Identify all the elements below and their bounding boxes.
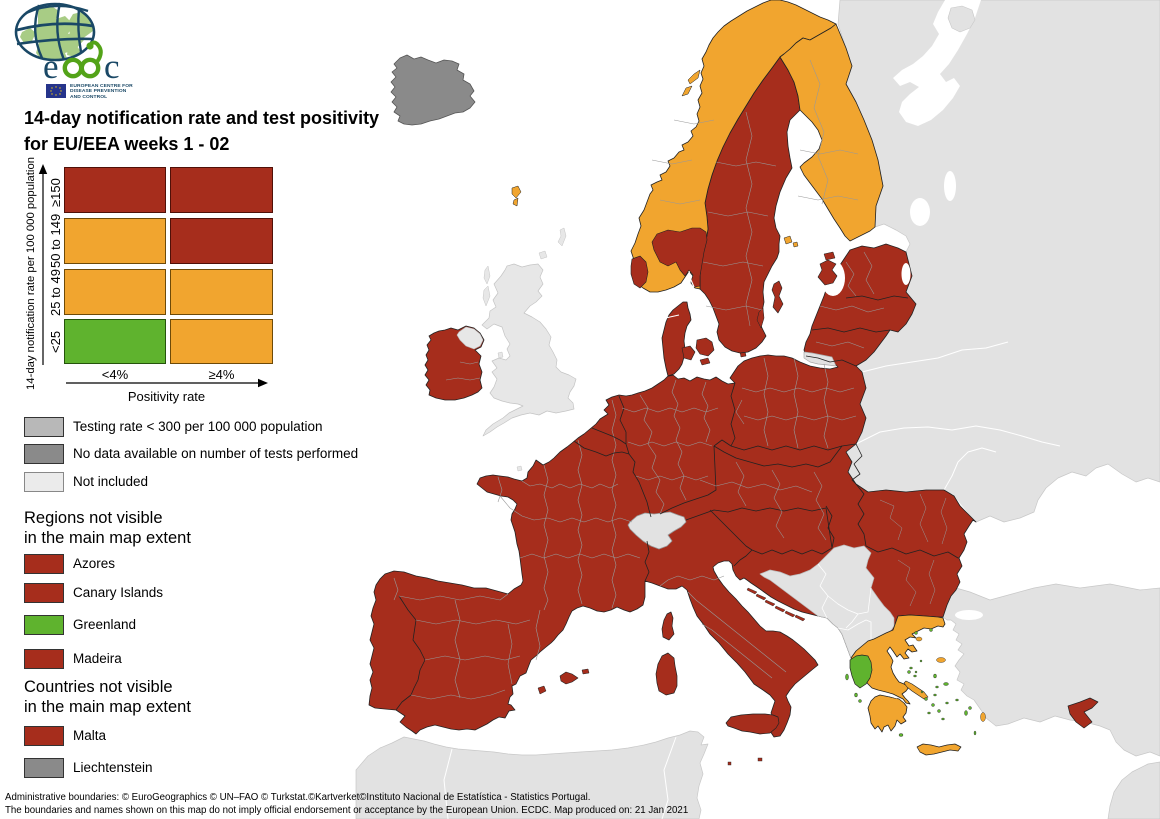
- svg-text:e: e: [43, 47, 59, 86]
- svg-text:c: c: [104, 47, 120, 86]
